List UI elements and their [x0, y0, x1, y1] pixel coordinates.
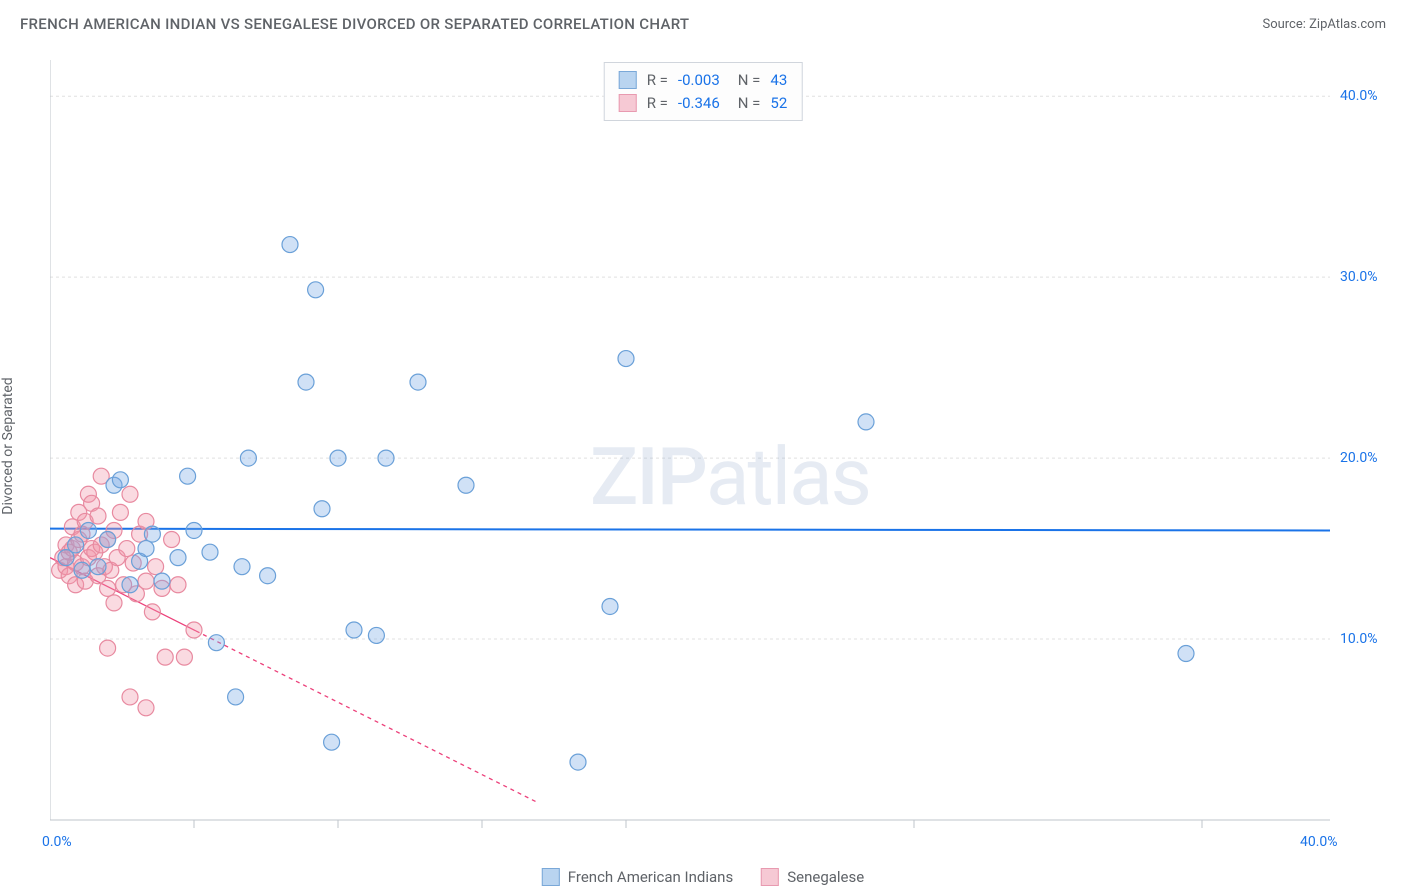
- plot-area: ZIPatlas 0.0%40.0%10.0%20.0%30.0%40.0%: [50, 60, 1350, 830]
- r-value: -0.346: [678, 92, 720, 115]
- scatter-chart: [50, 60, 1350, 830]
- legend-item: French American Indians: [542, 868, 733, 886]
- legend-row: R = -0.346 N = 52: [619, 92, 788, 115]
- series-label: Senegalese: [787, 868, 864, 886]
- y-tick-label: 20.0%: [1340, 450, 1378, 466]
- series-swatch-icon: [542, 868, 560, 886]
- x-tick-label: 40.0%: [1300, 834, 1338, 850]
- series-swatch-icon: [619, 94, 637, 112]
- stat-label: N =: [738, 69, 761, 92]
- series-label: French American Indians: [568, 868, 733, 886]
- n-value: 43: [770, 69, 787, 92]
- stat-label: R =: [647, 92, 668, 115]
- series-swatch-icon: [619, 71, 637, 89]
- x-tick-label: 0.0%: [42, 834, 72, 850]
- y-tick-label: 40.0%: [1340, 88, 1378, 104]
- source-label: Source: ZipAtlas.com: [1262, 17, 1386, 32]
- r-value: -0.003: [678, 69, 720, 92]
- legend-row: R = -0.003 N = 43: [619, 69, 788, 92]
- y-tick-label: 30.0%: [1340, 269, 1378, 285]
- series-swatch-icon: [761, 868, 779, 886]
- series-legend: French American Indians Senegalese: [542, 868, 864, 886]
- chart-title: FRENCH AMERICAN INDIAN VS SENEGALESE DIV…: [20, 15, 689, 33]
- legend-item: Senegalese: [761, 868, 864, 886]
- stat-label: N =: [738, 92, 761, 115]
- n-value: 52: [770, 92, 787, 115]
- stat-label: R =: [647, 69, 668, 92]
- header: FRENCH AMERICAN INDIAN VS SENEGALESE DIV…: [0, 0, 1406, 48]
- y-tick-label: 10.0%: [1340, 631, 1378, 647]
- y-axis-label: Divorced or Separated: [0, 377, 16, 514]
- correlation-legend: R = -0.003 N = 43 R = -0.346 N = 52: [604, 62, 803, 121]
